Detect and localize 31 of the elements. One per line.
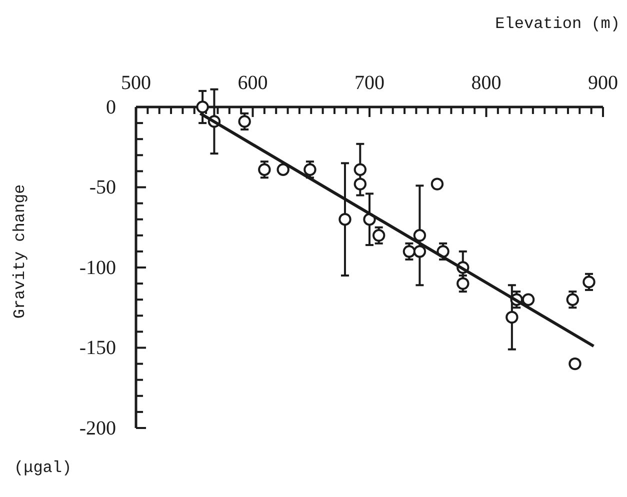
x-tick-label: 500 (121, 72, 151, 94)
point (568, 357, 582, 370)
y-tick-label: -100 (79, 256, 116, 279)
y-tick-label: -150 (79, 337, 116, 360)
x-axis-title: Elevation (m) (495, 15, 620, 33)
x-tick-label: 600 (238, 72, 268, 94)
point (413, 229, 426, 242)
point (304, 163, 316, 176)
point (456, 277, 470, 290)
point (338, 213, 352, 226)
point (196, 100, 209, 114)
y-tick-label: -50 (89, 176, 116, 199)
x-tick-label: 900 (588, 72, 618, 94)
point (372, 229, 386, 242)
point (566, 293, 579, 306)
point (413, 245, 426, 258)
point (522, 293, 535, 306)
point (582, 276, 596, 288)
x-tick-label: 700 (354, 72, 384, 94)
point (506, 310, 518, 324)
point (276, 163, 290, 176)
y-tick-label: -200 (79, 417, 116, 440)
y-axis-title: Gravity change (11, 184, 29, 319)
text: (μgal) (14, 459, 72, 477)
point (402, 245, 416, 258)
point (258, 163, 271, 176)
point (354, 178, 367, 190)
point (430, 178, 444, 190)
point (354, 163, 367, 176)
y-tick-label: 0 (106, 96, 116, 118)
x-tick-label: 800 (471, 72, 502, 94)
